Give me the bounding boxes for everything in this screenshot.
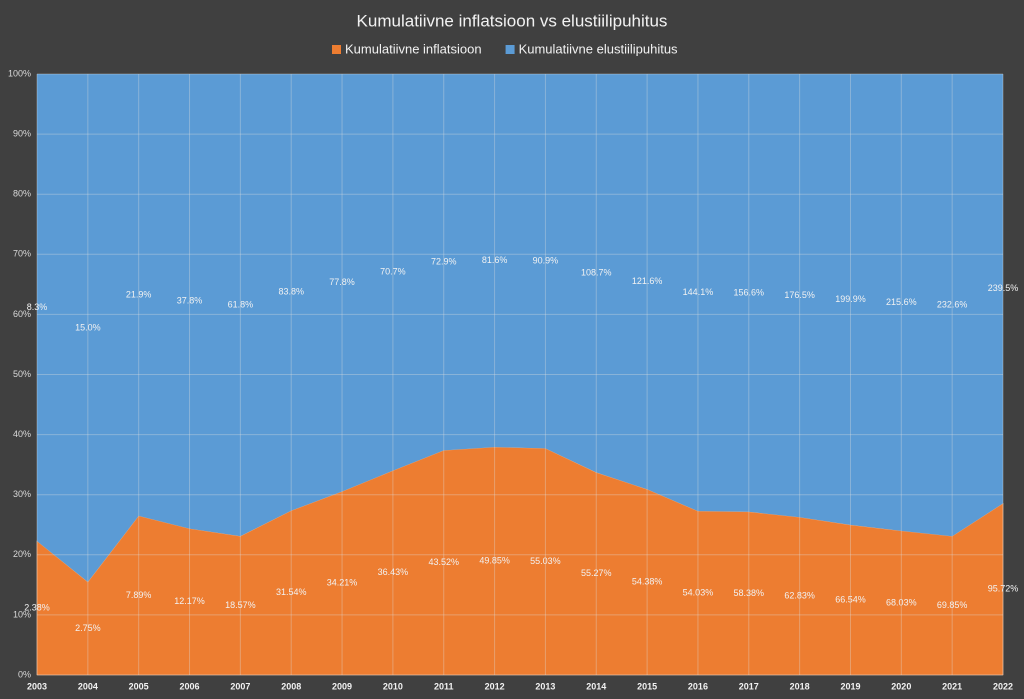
legend-swatch [332,45,341,54]
x-tick-label: 2015 [637,681,657,691]
data-label: 62.83% [784,590,815,600]
x-tick-label: 2013 [535,681,555,691]
data-label: 49.85% [479,555,510,565]
data-label: 34.21% [327,578,358,588]
data-label: 83.8% [278,287,304,297]
x-tick-label: 2008 [281,681,301,691]
data-label: 2.75% [75,623,101,633]
y-tick-label: 100% [8,68,31,78]
x-tick-label: 2022 [993,681,1013,691]
data-label: 77.8% [329,277,355,287]
legend-label: Kumulatiivne inflatsioon [345,41,482,56]
x-tick-label: 2017 [739,681,759,691]
data-label: 239.5% [988,283,1019,293]
data-label: 2.38% [24,602,50,612]
data-label: 43.52% [428,557,459,567]
data-label: 90.9% [533,256,559,266]
data-label: 12.17% [174,596,205,606]
data-label: 7.89% [126,590,152,600]
data-label: 54.03% [683,587,714,597]
x-tick-label: 2020 [891,681,911,691]
data-label: 199.9% [835,294,866,304]
data-label: 8.3% [27,302,48,312]
x-tick-label: 2014 [586,681,606,691]
legend-swatch [505,45,515,54]
x-tick-label: 2004 [78,681,98,691]
x-tick-label: 2016 [688,681,708,691]
data-label: 215.6% [886,297,917,307]
x-tick-label: 2005 [129,681,149,691]
y-tick-label: 0% [18,669,31,679]
y-tick-label: 20% [13,549,31,559]
x-tick-label: 2011 [434,681,454,691]
data-label: 108.7% [581,268,612,278]
data-label: 15.0% [75,322,101,332]
data-label: 72.9% [431,257,457,267]
data-label: 70.7% [380,267,406,277]
y-tick-label: 40% [13,429,31,439]
y-tick-label: 90% [13,128,31,138]
x-tick-label: 2006 [180,681,200,691]
y-tick-label: 70% [13,249,31,259]
y-tick-label: 80% [13,189,31,199]
data-label: 66.54% [835,594,866,604]
data-label: 58.38% [734,588,765,598]
data-label: 18.57% [225,600,256,610]
data-label: 95.72% [988,584,1019,594]
y-tick-label: 30% [13,489,31,499]
data-label: 176.5% [784,290,815,300]
data-label: 232.6% [937,299,968,309]
x-tick-label: 2018 [790,681,810,691]
data-label: 61.8% [228,299,254,309]
area [37,74,1003,582]
x-tick-label: 2021 [942,681,962,691]
x-tick-label: 2012 [485,681,505,691]
x-tick-label: 2009 [332,681,352,691]
data-label: 55.27% [581,568,612,578]
data-label: 31.54% [276,587,307,597]
data-label: 121.6% [632,276,663,286]
data-label: 21.9% [126,289,152,299]
data-label: 144.1% [683,287,714,297]
data-label: 55.03% [530,556,561,566]
data-label: 36.43% [378,567,409,577]
data-label: 68.03% [886,597,917,607]
data-label: 81.6% [482,255,508,265]
data-label: 69.85% [937,600,968,610]
legend-label: Kumulatiivne elustiilipuhitus [519,41,678,56]
data-label: 54.38% [632,577,663,587]
y-tick-label: 60% [13,309,31,319]
data-label: 37.8% [177,296,203,306]
x-tick-label: 2010 [383,681,403,691]
data-label: 156.6% [734,287,765,297]
y-tick-label: 50% [13,369,31,379]
x-tick-label: 2003 [27,681,47,691]
x-tick-label: 2007 [230,681,250,691]
x-tick-label: 2019 [840,681,860,691]
chart-title: Kumulatiivne inflatsioon vs elustiilipuh… [357,11,668,30]
y-tick-label: 10% [13,609,31,619]
